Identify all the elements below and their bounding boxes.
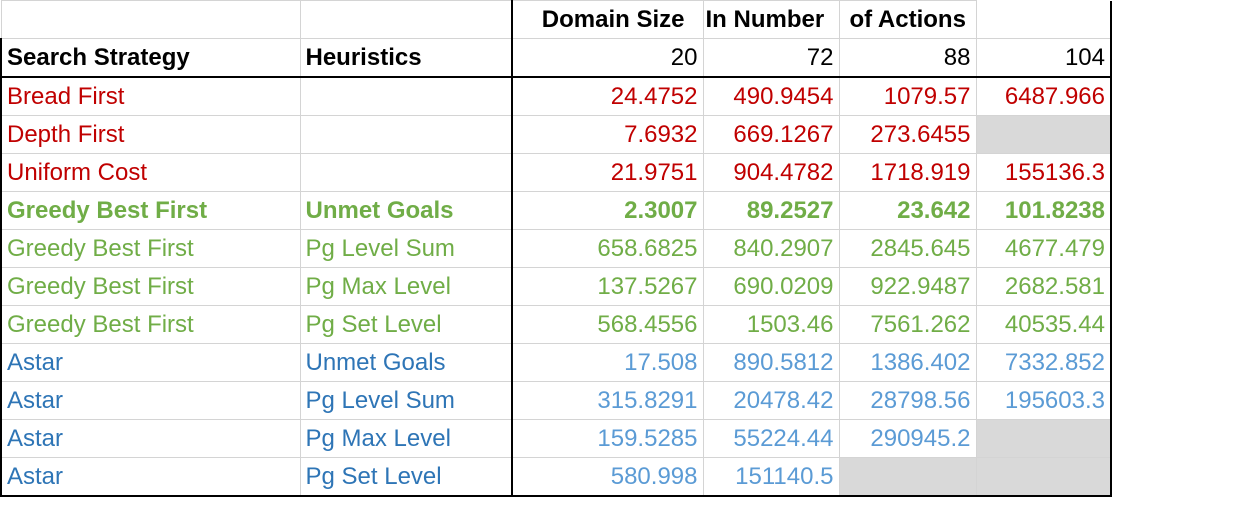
empty-cell: [975, 457, 1112, 497]
value-cell: 2.3007: [511, 191, 704, 230]
strategy-cell: Depth First: [0, 115, 301, 154]
value-cell: 273.6455: [838, 115, 977, 154]
value-cell: 24.4752: [511, 76, 704, 116]
value-cell: 195603.3: [975, 381, 1112, 420]
heuristic-cell: Pg Max Level: [299, 419, 513, 458]
strategy-cell: Uniform Cost: [0, 153, 301, 192]
table-row: Astar Unmet Goals 17.508 890.5812 1386.402 73…: [0, 343, 1112, 382]
header-in-number: In Number: [702, 0, 840, 39]
value-cell: 21.9751: [511, 153, 704, 192]
value-cell: 922.9487: [838, 267, 977, 306]
value-cell: 658.6825: [511, 229, 704, 268]
value-cell: 490.9454: [702, 76, 840, 116]
value-cell: 1386.402: [838, 343, 977, 382]
value-cell: 904.4782: [702, 153, 840, 192]
value-cell: 2845.645: [838, 229, 977, 268]
empty-cell: [975, 419, 1112, 458]
value-cell: 315.8291: [511, 381, 704, 420]
value-cell: 155136.3: [975, 153, 1112, 192]
col-size-88: 88: [838, 38, 977, 78]
heuristic-cell: [299, 76, 513, 116]
header-domain-size: Domain Size: [511, 0, 704, 39]
col-size-72: 72: [702, 38, 840, 78]
value-cell: 1718.919: [838, 153, 977, 192]
heuristic-cell: Pg Level Sum: [299, 381, 513, 420]
table-row: Greedy Best First Pg Set Level 568.4556 150…: [0, 305, 1112, 344]
empty-cell: [975, 115, 1112, 154]
strategy-cell: Astar: [0, 419, 301, 458]
value-cell: 1079.57: [838, 76, 977, 116]
table-row: Astar Pg Level Sum 315.8291 20478.42 28798.5…: [0, 381, 1112, 420]
strategy-cell: Greedy Best First: [0, 305, 301, 344]
value-cell: 17.508: [511, 343, 704, 382]
col-size-104: 104: [975, 38, 1112, 78]
col-size-20: 20: [511, 38, 704, 78]
heuristic-cell: Pg Level Sum: [299, 229, 513, 268]
table-row: Greedy Best First Unmet Goals 2.3007 89.252…: [0, 191, 1112, 230]
header-blank: [975, 0, 1112, 39]
value-cell: 20478.42: [702, 381, 840, 420]
table-row: Greedy Best First Pg Level Sum 658.6825 840…: [0, 229, 1112, 268]
table-row: Astar Pg Max Level 159.5285 55224.44 290945.…: [0, 419, 1112, 458]
value-cell: 101.8238: [975, 191, 1112, 230]
heuristic-cell: Unmet Goals: [299, 343, 513, 382]
value-cell: 55224.44: [702, 419, 840, 458]
value-cell: 580.998: [511, 457, 704, 497]
results-table: Domain Size In Number of Actions Search …: [0, 0, 1112, 497]
corner-cell: [0, 0, 301, 39]
header-of-actions: of Actions: [838, 0, 977, 39]
value-cell: 690.0209: [702, 267, 840, 306]
table-row: Greedy Best First Pg Max Level 137.5267 690…: [0, 267, 1112, 306]
strategy-cell: Bread First: [0, 76, 301, 116]
value-cell: 4677.479: [975, 229, 1112, 268]
value-cell: 290945.2: [838, 419, 977, 458]
col-search-strategy: Search Strategy: [0, 38, 301, 78]
table-row: Astar Pg Set Level 580.998 151140.5: [0, 457, 1112, 497]
strategy-cell: Greedy Best First: [0, 191, 301, 230]
heuristic-cell: [299, 153, 513, 192]
value-cell: 137.5267: [511, 267, 704, 306]
table-row: Bread First 24.4752 490.9454 1079.57 6487.96…: [0, 76, 1112, 116]
value-cell: 669.1267: [702, 115, 840, 154]
column-header-row: Search Strategy Heuristics 20 72 88 104: [0, 38, 1112, 78]
heuristic-cell: Unmet Goals: [299, 191, 513, 230]
value-cell: 568.4556: [511, 305, 704, 344]
value-cell: 6487.966: [975, 76, 1112, 116]
empty-cell: [838, 457, 977, 497]
heuristic-cell: Pg Set Level: [299, 305, 513, 344]
value-cell: 23.642: [838, 191, 977, 230]
value-cell: 7.6932: [511, 115, 704, 154]
value-cell: 159.5285: [511, 419, 704, 458]
value-cell: 2682.581: [975, 267, 1112, 306]
top-header-row: Domain Size In Number of Actions: [0, 0, 1112, 39]
strategy-cell: Greedy Best First: [0, 267, 301, 306]
value-cell: 89.2527: [702, 191, 840, 230]
col-heuristics: Heuristics: [299, 38, 513, 78]
value-cell: 40535.44: [975, 305, 1112, 344]
value-cell: 7332.852: [975, 343, 1112, 382]
table-row: Uniform Cost 21.9751 904.4782 1718.919 15513…: [0, 153, 1112, 192]
table-row: Depth First 7.6932 669.1267 273.6455: [0, 115, 1112, 154]
value-cell: 28798.56: [838, 381, 977, 420]
strategy-cell: Astar: [0, 343, 301, 382]
heuristic-cell: Pg Max Level: [299, 267, 513, 306]
strategy-cell: Astar: [0, 381, 301, 420]
value-cell: 151140.5: [702, 457, 840, 497]
heuristic-cell: Pg Set Level: [299, 457, 513, 497]
value-cell: 840.2907: [702, 229, 840, 268]
heuristic-cell: [299, 115, 513, 154]
value-cell: 1503.46: [702, 305, 840, 344]
value-cell: 890.5812: [702, 343, 840, 382]
value-cell: 7561.262: [838, 305, 977, 344]
strategy-cell: Greedy Best First: [0, 229, 301, 268]
corner-cell-2: [299, 0, 513, 39]
strategy-cell: Astar: [0, 457, 301, 497]
